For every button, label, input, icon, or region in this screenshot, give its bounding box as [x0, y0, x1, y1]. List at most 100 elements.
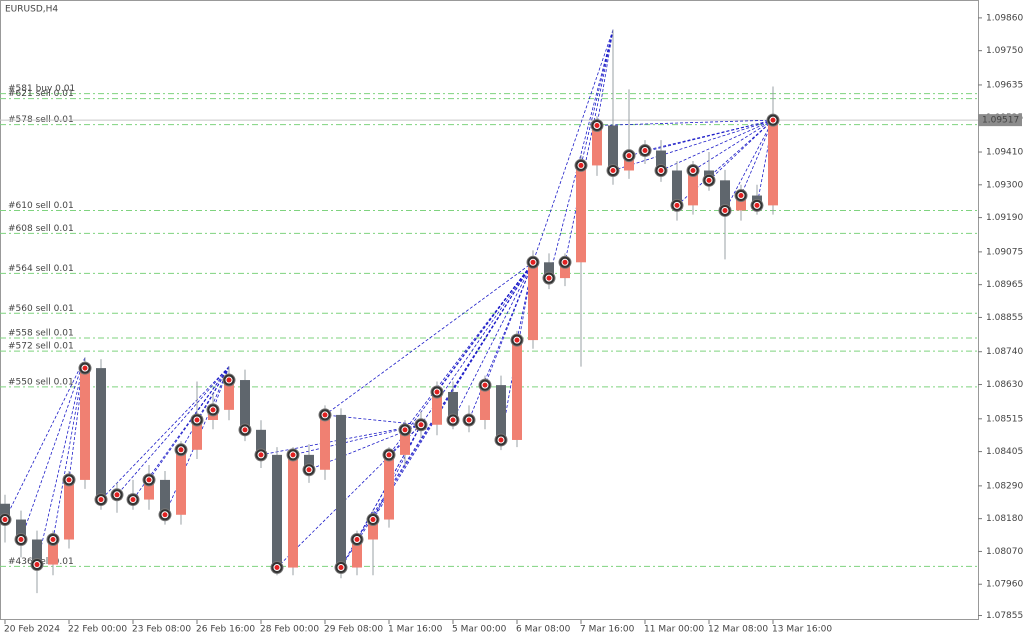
candle-body — [64, 479, 74, 540]
trade-marker-dot — [577, 161, 585, 169]
y-tick-label: 1.09635 — [986, 80, 1023, 90]
trade-link — [532, 29, 614, 263]
trade-marker-dot — [369, 516, 377, 524]
order-label: #581 buy 0.01 — [8, 84, 75, 94]
y-tick-label: 1.08965 — [986, 280, 1023, 290]
trade-marker-dot — [273, 564, 281, 572]
candle-body — [256, 429, 266, 455]
order-label: #610 sell 0.01 — [8, 201, 74, 211]
candle-body — [768, 120, 778, 206]
y-tick-label: 1.08290 — [986, 481, 1023, 491]
order-label: #550 sell 0.01 — [8, 377, 74, 387]
trade-link — [276, 424, 422, 568]
candle-body — [160, 479, 170, 515]
candle-body — [320, 414, 330, 470]
y-tick-label: 1.08855 — [986, 313, 1023, 323]
trade-link — [196, 366, 230, 421]
trade-link — [548, 29, 614, 279]
trade-marker-dot — [737, 192, 745, 200]
x-tick-label: 13 Mar 16:00 — [772, 625, 832, 635]
candle-body — [368, 519, 378, 540]
candle-body — [528, 262, 538, 341]
y-tick-label: 1.09750 — [986, 46, 1023, 56]
x-tick-label: 28 Feb 00:00 — [260, 625, 319, 635]
trade-link — [580, 29, 614, 166]
candle-body — [608, 125, 618, 171]
trade-link — [212, 366, 230, 410]
order-label: #608 sell 0.01 — [8, 224, 74, 234]
trade-marker-dot — [97, 496, 105, 504]
x-tick-label: 23 Feb 08:00 — [132, 625, 191, 635]
candle-body — [688, 170, 698, 206]
trade-marker-dot — [257, 451, 265, 459]
trade-marker-dot — [401, 426, 409, 434]
trade-link — [468, 262, 534, 421]
order-label: #560 sell 0.01 — [8, 304, 74, 314]
order-label: #564 sell 0.01 — [8, 264, 74, 274]
x-tick-label: 26 Feb 16:00 — [196, 625, 255, 635]
trade-marker-dot — [721, 206, 729, 214]
trade-link — [756, 120, 774, 206]
order-label: #558 sell 0.01 — [8, 329, 74, 339]
trade-marker-dot — [561, 258, 569, 266]
last-price-box — [978, 114, 1022, 127]
trade-marker-dot — [225, 376, 233, 384]
candle-body — [288, 454, 298, 568]
trade-link — [644, 119, 774, 151]
trade-link — [20, 357, 86, 540]
y-tick-label: 1.09190 — [986, 213, 1023, 223]
trade-link — [36, 357, 86, 565]
candle-body — [0, 503, 10, 520]
trade-link — [596, 29, 614, 126]
trade-marker-dot — [193, 416, 201, 424]
candle-body — [48, 539, 58, 565]
trade-marker-dot — [481, 381, 489, 389]
trade-marker-dot — [609, 167, 617, 174]
trade-marker-dot — [513, 336, 521, 344]
trade-marker-dot — [385, 451, 393, 459]
trade-marker-dot — [641, 147, 649, 155]
trade-link — [4, 357, 86, 520]
candle-body — [304, 454, 314, 470]
candle-body — [240, 380, 250, 430]
candle-body — [96, 368, 106, 500]
trade-marker-dot — [449, 416, 457, 424]
trade-marker-dot — [129, 496, 137, 504]
candle-body — [192, 419, 202, 450]
candle-body — [80, 368, 90, 480]
candle-body — [576, 165, 586, 263]
trade-link — [612, 119, 774, 171]
trade-marker-dot — [321, 411, 329, 419]
y-tick-label: 1.08070 — [986, 547, 1023, 557]
trade-marker-dot — [625, 152, 633, 160]
candle-body — [672, 170, 682, 206]
y-tick-label: 1.07855 — [986, 611, 1023, 621]
x-tick-label: 20 Feb 2024 — [4, 625, 60, 635]
trade-link — [420, 262, 534, 425]
x-tick-label: 1 Mar 16:00 — [388, 625, 443, 635]
candle-body — [32, 539, 42, 565]
trade-link — [724, 119, 774, 211]
chart-title: EURUSD,H4 — [5, 5, 58, 15]
order-label: #572 sell 0.01 — [8, 342, 74, 352]
y-tick-label: 1.08515 — [986, 414, 1023, 424]
trade-marker-dot — [289, 451, 297, 459]
candle-body — [496, 385, 506, 440]
y-tick-label: 1.08180 — [986, 514, 1023, 524]
order-label: #621 sell 0.01 — [8, 89, 74, 99]
trade-marker-dot — [177, 446, 185, 454]
x-tick-label: 6 Mar 08:00 — [516, 625, 571, 635]
trade-marker-dot — [33, 561, 41, 569]
trade-link — [148, 366, 230, 481]
y-tick-label: 1.09410 — [986, 148, 1023, 158]
candle-body — [352, 539, 362, 568]
x-tick-label: 11 Mar 00:00 — [644, 625, 704, 635]
candle-body — [224, 380, 234, 410]
trade-marker-dot — [49, 536, 57, 544]
candle-body — [384, 454, 394, 520]
trade-link — [100, 366, 230, 500]
trade-marker-dot — [433, 388, 441, 396]
candle-body — [400, 429, 410, 455]
trade-marker-dot — [673, 201, 681, 209]
